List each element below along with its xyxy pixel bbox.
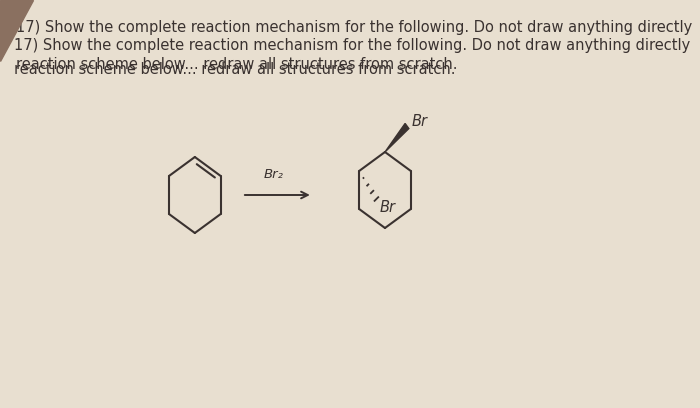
Text: reaction scheme below... redraw all structures from scratch.: reaction scheme below... redraw all stru… (17, 57, 458, 72)
Text: 17) Show the complete reaction mechanism for the following. Do not draw anything: 17) Show the complete reaction mechanism… (17, 20, 693, 35)
Text: Br: Br (412, 115, 428, 129)
Text: Br: Br (379, 200, 396, 215)
Text: reaction scheme below... redraw all structures from scratch.: reaction scheme below... redraw all stru… (14, 62, 456, 77)
Polygon shape (385, 124, 409, 152)
Text: Br₂: Br₂ (263, 168, 284, 181)
Text: 17) Show the complete reaction mechanism for the following. Do not draw anything: 17) Show the complete reaction mechanism… (14, 38, 690, 53)
Polygon shape (0, 0, 33, 61)
